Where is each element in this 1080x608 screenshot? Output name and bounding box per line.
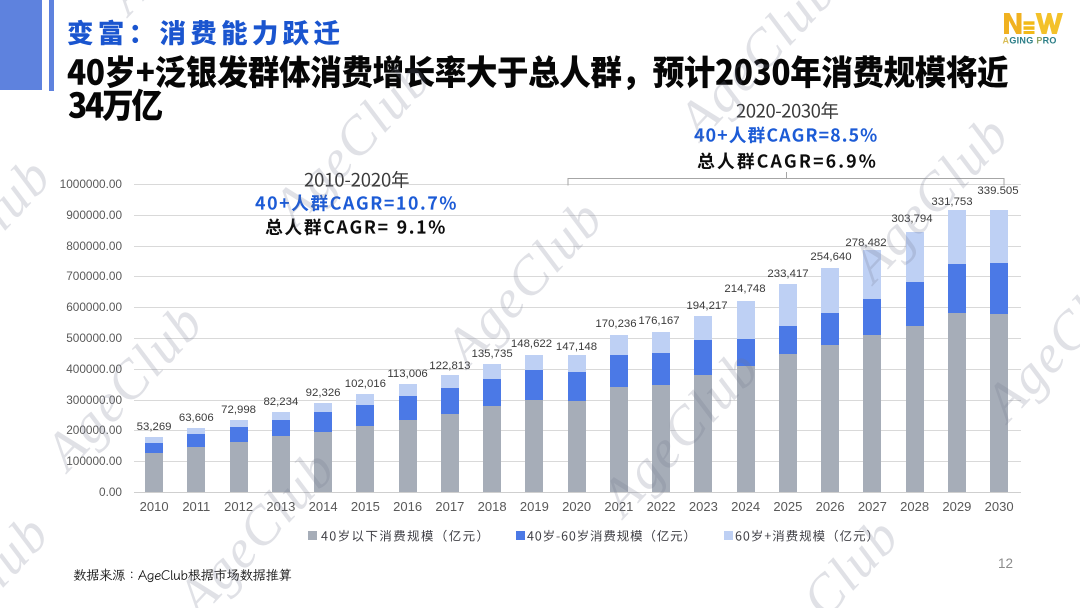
svg-text:AGING PRO: AGING PRO bbox=[1003, 36, 1057, 46]
